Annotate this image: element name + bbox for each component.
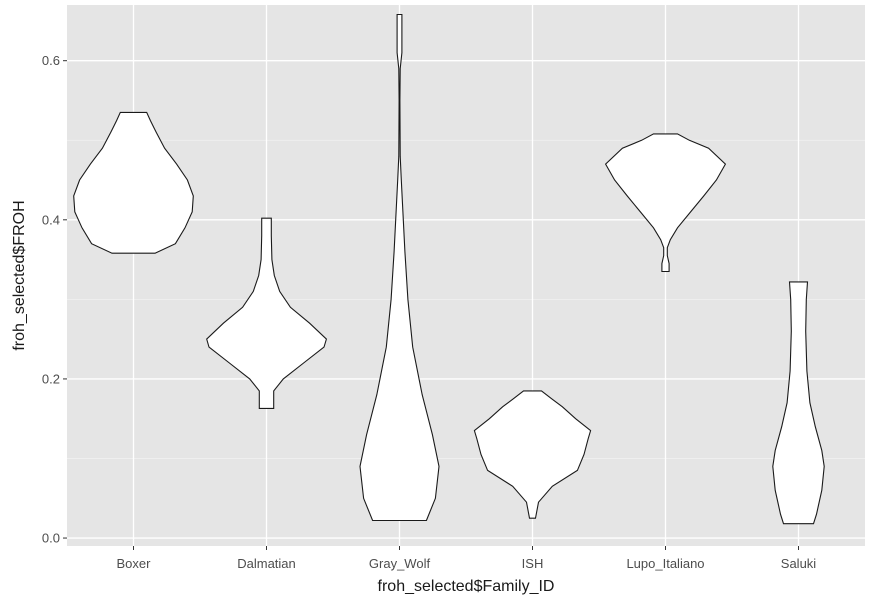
x-tick-label: Saluki <box>781 556 817 571</box>
y-tick-label: 0.6 <box>42 53 60 68</box>
x-axis-title: froh_selected$Family_ID <box>378 578 555 595</box>
x-tick-label: Gray_Wolf <box>369 556 431 571</box>
violin-lupo-italiano <box>604 133 727 273</box>
x-tick-label: ISH <box>522 556 544 571</box>
y-tick-label: 0.2 <box>42 371 60 386</box>
violin-boxer <box>73 111 194 254</box>
violin-dalmatian <box>206 217 328 409</box>
violin-saluki <box>772 281 825 525</box>
x-tick-label: Dalmatian <box>237 556 296 571</box>
violin-gray-wolf <box>359 13 440 522</box>
y-tick-label: 0.4 <box>42 212 60 227</box>
plot-panel <box>67 5 865 546</box>
y-axis: 0.0 0.2 0.4 0.6 <box>42 53 67 546</box>
violins <box>73 13 825 525</box>
violin-ish <box>473 390 592 519</box>
y-tick-label: 0.0 <box>42 531 60 546</box>
x-tick-label: Boxer <box>117 556 152 571</box>
y-axis-title: froh_selected$FROH <box>11 200 28 350</box>
x-tick-label: Lupo_Italiano <box>626 556 704 571</box>
x-axis: Boxer Dalmatian Gray_Wolf ISH Lupo_Italiano S… <box>117 546 817 571</box>
